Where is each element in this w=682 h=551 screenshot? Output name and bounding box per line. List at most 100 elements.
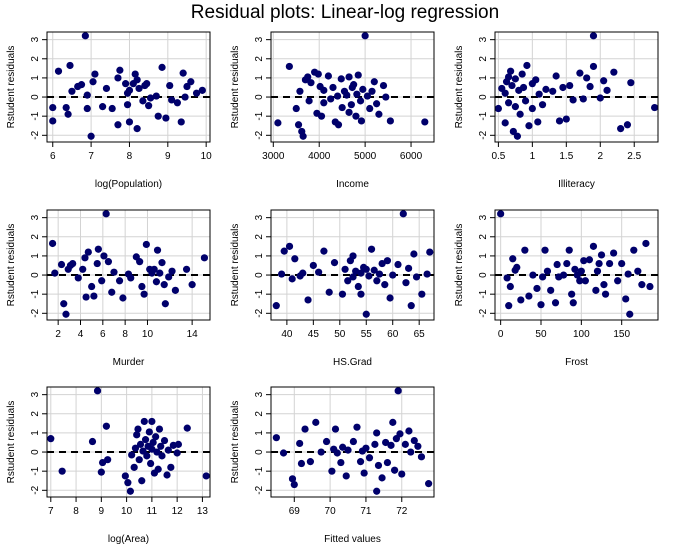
data-point xyxy=(381,281,389,289)
data-point xyxy=(149,438,157,447)
data-point xyxy=(394,260,402,269)
data-point xyxy=(503,274,511,282)
data-point xyxy=(296,439,304,448)
y-tick-label: -1 xyxy=(30,111,41,120)
data-point xyxy=(516,110,524,118)
data-point xyxy=(288,275,296,283)
data-point xyxy=(581,277,589,285)
data-point xyxy=(133,125,141,133)
data-point xyxy=(343,91,351,99)
data-point xyxy=(601,290,610,298)
data-point xyxy=(373,487,381,495)
data-point xyxy=(603,86,611,94)
x-tick-label: 3000 xyxy=(262,151,285,162)
data-point xyxy=(511,75,519,83)
plot-frame xyxy=(46,209,211,321)
data-point xyxy=(338,103,346,112)
data-point xyxy=(58,467,66,475)
data-point xyxy=(552,72,560,80)
data-point xyxy=(506,282,514,291)
data-point xyxy=(324,72,332,80)
y-tick-label: 1 xyxy=(254,253,265,259)
y-tick-label: 3 xyxy=(254,36,265,42)
x-tick-label: 70 xyxy=(325,506,337,517)
y-tick-label: 3 xyxy=(30,36,41,42)
data-point xyxy=(390,466,399,474)
data-point xyxy=(99,103,107,111)
y-tick-label: 3 xyxy=(478,214,489,220)
data-point xyxy=(569,96,577,104)
data-point xyxy=(81,32,89,40)
data-point xyxy=(145,102,153,110)
data-point xyxy=(383,458,392,467)
data-point xyxy=(555,117,564,125)
plot-frame xyxy=(270,31,435,143)
data-point xyxy=(624,270,632,278)
x-axis-label: Illiteracy xyxy=(558,179,595,190)
data-point xyxy=(374,461,383,470)
y-tick-label: 3 xyxy=(254,214,265,220)
data-point xyxy=(125,118,134,126)
data-point xyxy=(365,272,373,280)
y-tick-label: -1 xyxy=(254,289,265,298)
data-point xyxy=(285,62,293,71)
y-axis-label: Rstudent residuals xyxy=(6,46,17,129)
data-point xyxy=(583,74,591,82)
data-point xyxy=(504,99,513,107)
data-point xyxy=(362,265,370,273)
data-point xyxy=(294,121,303,129)
data-point xyxy=(600,77,608,85)
x-tick-label: 150 xyxy=(613,329,630,340)
data-point xyxy=(563,259,571,268)
data-point xyxy=(338,290,347,298)
data-point xyxy=(630,246,638,254)
data-point xyxy=(173,99,181,107)
data-point xyxy=(513,263,521,271)
x-tick-label: 10 xyxy=(201,151,213,162)
data-point xyxy=(77,81,86,89)
data-point xyxy=(378,259,386,268)
x-axis-label: Frost xyxy=(565,357,588,368)
data-point xyxy=(519,83,528,92)
y-tick-label: 2 xyxy=(254,411,265,417)
data-point xyxy=(54,67,63,75)
data-point xyxy=(108,104,116,113)
y-axis-label: Rstudent residuals xyxy=(230,401,241,484)
data-point xyxy=(274,119,282,127)
data-point xyxy=(638,281,646,289)
data-point xyxy=(418,290,426,298)
y-tick-label: 0 xyxy=(30,272,41,278)
data-point xyxy=(148,417,156,426)
scatter-panel-3: 0.5 1 1.5 2 2.5 -2 -1 0 1 2 3 Illiteracy Rstudent re… xyxy=(454,31,659,190)
data-point xyxy=(134,425,142,433)
data-point xyxy=(98,277,106,285)
y-tick-label: 3 xyxy=(254,391,265,397)
x-tick-label: 12 xyxy=(172,506,184,517)
data-point xyxy=(150,265,158,273)
y-tick-label: -2 xyxy=(254,308,265,317)
data-point xyxy=(508,81,516,90)
data-point xyxy=(327,95,335,103)
data-point xyxy=(617,125,625,133)
data-point xyxy=(88,437,97,446)
data-point xyxy=(337,75,345,83)
data-point xyxy=(108,288,116,296)
data-point xyxy=(154,465,162,473)
data-point xyxy=(589,62,598,71)
data-point xyxy=(147,459,155,468)
data-point xyxy=(586,82,594,91)
data-point xyxy=(62,310,70,318)
data-point xyxy=(174,440,183,448)
data-point xyxy=(182,265,191,273)
data-point xyxy=(410,436,418,445)
data-point xyxy=(299,132,307,140)
x-axis-label: Murder xyxy=(113,357,145,368)
data-point xyxy=(356,458,365,466)
data-point xyxy=(177,118,185,126)
data-point xyxy=(299,269,307,277)
data-point xyxy=(513,132,522,140)
data-point xyxy=(425,480,433,488)
data-point xyxy=(49,117,57,125)
data-point xyxy=(291,255,299,263)
data-point xyxy=(116,66,124,74)
